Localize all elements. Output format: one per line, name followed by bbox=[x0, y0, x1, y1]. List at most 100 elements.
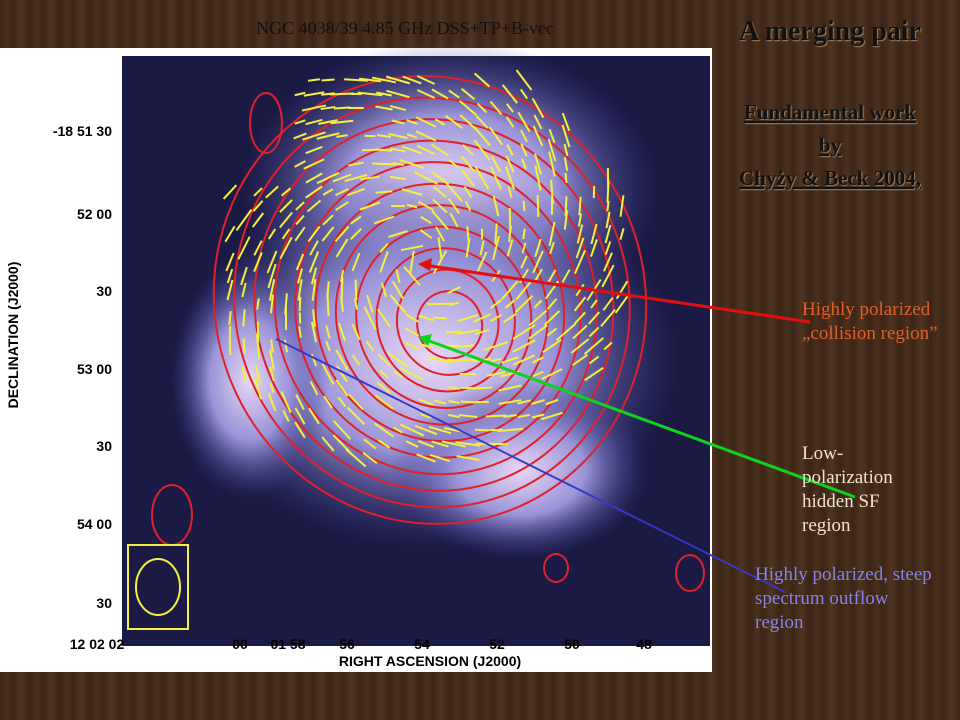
b-vector bbox=[601, 264, 615, 288]
annotation: Low-polarization hidden SF region bbox=[802, 443, 893, 536]
b-vector bbox=[474, 166, 490, 190]
y-tick-label: 53 00 bbox=[77, 361, 112, 377]
b-vector bbox=[576, 224, 584, 244]
b-vector bbox=[549, 241, 555, 255]
beam bbox=[135, 558, 181, 616]
b-vector bbox=[534, 238, 542, 258]
b-vector bbox=[269, 382, 275, 394]
b-vector bbox=[256, 298, 260, 310]
b-vector bbox=[409, 250, 415, 274]
b-vector bbox=[268, 349, 276, 371]
b-vector bbox=[471, 386, 493, 390]
b-vector bbox=[305, 185, 323, 199]
b-vector bbox=[316, 171, 340, 185]
b-vector bbox=[405, 440, 419, 448]
b-vector bbox=[520, 255, 528, 269]
b-vector bbox=[266, 250, 278, 274]
b-vector bbox=[473, 139, 491, 161]
b-vector bbox=[588, 355, 600, 365]
b-vector bbox=[561, 112, 571, 132]
b-vector bbox=[548, 221, 556, 247]
b-vector bbox=[532, 370, 544, 378]
b-vector bbox=[406, 203, 418, 209]
b-vector bbox=[448, 386, 460, 390]
b-vector bbox=[359, 201, 381, 211]
y-tick-label: 54 00 bbox=[77, 516, 112, 532]
x-tick-label: 00 bbox=[232, 636, 248, 652]
b-vector bbox=[590, 299, 598, 309]
b-vector bbox=[508, 225, 512, 243]
b-vector bbox=[460, 155, 476, 173]
y-tick-label: 30 bbox=[96, 438, 112, 454]
b-vector bbox=[441, 440, 467, 448]
b-vector bbox=[360, 175, 380, 181]
arrowhead bbox=[418, 334, 432, 346]
b-vector bbox=[548, 151, 556, 177]
b-vector bbox=[563, 143, 569, 157]
b-vector bbox=[344, 174, 368, 182]
contour bbox=[334, 204, 549, 426]
b-vector bbox=[532, 250, 544, 274]
b-vector bbox=[431, 440, 449, 448]
b-vector bbox=[242, 309, 246, 327]
b-vector bbox=[399, 423, 425, 437]
beam-box bbox=[127, 544, 189, 630]
contours bbox=[151, 75, 705, 592]
b-vector bbox=[448, 400, 460, 404]
b-vector bbox=[606, 181, 610, 203]
b-vector bbox=[362, 451, 378, 465]
b-vector bbox=[308, 251, 320, 273]
galaxy-glow bbox=[170, 260, 330, 500]
y-tick-label: 30 bbox=[96, 595, 112, 611]
b-vector bbox=[307, 78, 321, 82]
b-vector bbox=[353, 298, 359, 310]
b-vector bbox=[512, 324, 536, 340]
x-tick-label: 01 58 bbox=[270, 636, 305, 652]
b-vector bbox=[295, 393, 305, 411]
b-vector bbox=[419, 342, 433, 350]
b-vector bbox=[228, 311, 232, 325]
b-vector bbox=[294, 160, 306, 168]
b-vector bbox=[365, 340, 375, 352]
b-vector bbox=[310, 353, 318, 367]
b-vector bbox=[431, 88, 449, 100]
b-vector bbox=[252, 200, 264, 212]
b-vector bbox=[253, 187, 263, 197]
b-vector bbox=[447, 285, 461, 295]
b-vector bbox=[461, 344, 475, 348]
b-vector bbox=[385, 75, 411, 85]
b-vector bbox=[337, 322, 347, 342]
b-vector bbox=[270, 339, 274, 353]
b-vector bbox=[305, 172, 323, 184]
b-vector bbox=[402, 75, 422, 85]
b-vector bbox=[462, 144, 474, 156]
b-vector bbox=[379, 242, 389, 254]
b-vector bbox=[543, 310, 561, 326]
arrow bbox=[423, 337, 856, 499]
b-vector bbox=[253, 240, 263, 256]
b-vector bbox=[536, 195, 540, 217]
b-vector bbox=[392, 162, 404, 166]
contour bbox=[253, 118, 615, 492]
b-vector bbox=[379, 251, 389, 273]
b-vector bbox=[298, 296, 302, 312]
b-vector bbox=[311, 279, 317, 301]
b-vector bbox=[418, 200, 434, 212]
b-vector bbox=[486, 371, 506, 377]
b-vector bbox=[449, 212, 459, 228]
b-vector bbox=[420, 413, 432, 419]
b-vector bbox=[564, 172, 568, 184]
b-vector bbox=[548, 128, 556, 144]
b-vector bbox=[430, 143, 450, 157]
b-vector bbox=[506, 144, 514, 156]
b-vector bbox=[458, 100, 478, 116]
b-vector bbox=[448, 301, 460, 307]
b-vector bbox=[404, 327, 420, 337]
b-vector bbox=[431, 210, 449, 230]
b-vector bbox=[321, 436, 335, 452]
b-vector bbox=[321, 363, 335, 385]
b-vector bbox=[501, 356, 519, 364]
b-vector bbox=[504, 299, 516, 309]
b-vector bbox=[547, 138, 557, 162]
slide-header: NGC 4038/39 4.85 GHz DSS+TP+B-vec bbox=[256, 18, 554, 38]
